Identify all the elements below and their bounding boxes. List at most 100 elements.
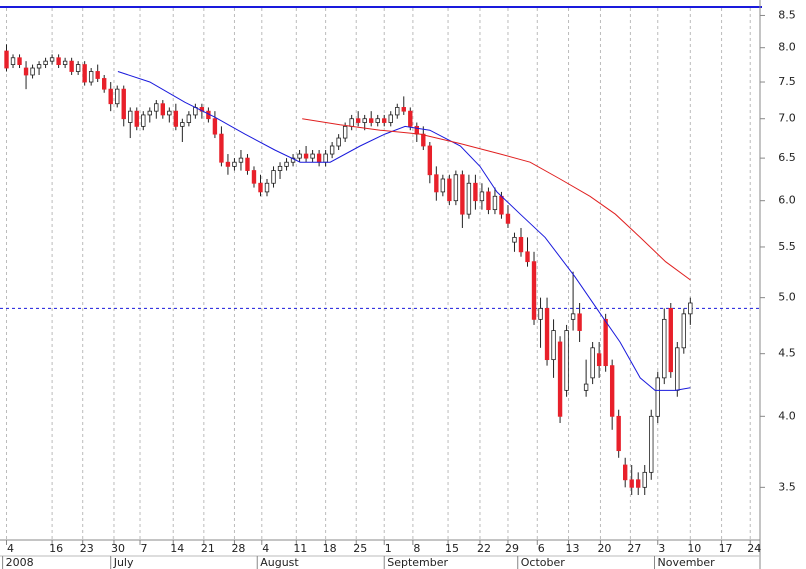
candle-body [316,153,322,163]
y-tick-label: 4.0 [778,409,796,422]
x-tick-label: 22 [477,542,491,555]
candle-body [154,103,159,112]
candle-body [303,153,309,159]
candle-body [655,377,660,417]
candle-body [173,110,179,127]
candle-body [10,57,16,65]
candle-body [629,479,634,488]
y-tick-label: 4.5 [778,347,796,360]
candle-body [251,170,257,184]
candle-body [538,307,543,320]
y-tick-label: 8.5 [778,8,796,21]
candle-body [115,88,120,105]
candle-body [512,236,517,243]
y-tick-label: 8.0 [778,41,796,54]
candle-body [147,110,152,116]
candle-body [505,213,511,224]
candle-body [590,347,595,379]
moving-average [117,71,691,391]
candle-body [141,114,146,127]
y-tick-label: 7.0 [778,112,796,125]
y-tick-label: 5.5 [778,240,796,253]
candle-body [577,313,582,331]
candle-body [623,464,628,481]
candle-body [310,153,315,159]
candle-body [609,365,615,417]
candle-body [369,118,374,123]
x-tick-label: 27 [627,542,641,555]
candle-body [453,174,459,202]
x-tick-label: 21 [201,542,215,555]
candle-body [271,170,276,184]
candle-body [551,330,556,361]
x-tick-label: 20 [597,542,611,555]
candle-body [121,88,126,120]
candle-body [447,178,452,202]
candle-body [434,174,439,193]
candle-body [596,353,602,367]
month-label: September [387,556,448,569]
x-tick-label: 30 [111,542,125,555]
x-tick-label: 29 [505,542,519,555]
candle-body [525,251,530,263]
candle-body [323,153,328,163]
candle-body [329,145,335,155]
candle-body [23,67,29,76]
candle-body [128,110,133,123]
candle-body [662,318,667,379]
x-tick-label: 23 [80,542,94,555]
x-tick-label: 15 [445,542,459,555]
x-tick-label: 25 [353,542,367,555]
candle-body [375,118,380,123]
x-tick-label: 28 [231,542,245,555]
candle-body [219,133,224,163]
candle-body [649,415,654,473]
x-tick-label: 16 [49,542,63,555]
y-tick-label: 6.5 [778,151,796,164]
candle-body [108,88,113,105]
candle-body [355,118,361,123]
candle-body [212,118,218,135]
candle-body [668,307,673,373]
x-tick-label: 24 [747,542,761,555]
candle-body [160,103,166,116]
candle-body [264,182,270,193]
candle-body [69,60,74,72]
candle-body [499,195,504,215]
candle-body [388,114,393,123]
candle-body [349,118,354,127]
x-tick-label: 1 [385,542,392,555]
candle-body [62,60,68,65]
candle-body [336,137,341,147]
month-label: August [260,556,299,569]
candle-body [616,415,621,452]
candle-body [342,125,348,139]
candle-body [186,114,192,123]
month-label: November [657,556,715,569]
candle-body [486,191,491,211]
candle-body [473,182,478,202]
candle-body [492,195,498,211]
candle-body [518,236,524,253]
month-label: July [113,556,134,569]
candle-body [245,157,250,171]
candle-body [88,71,94,83]
candle-body [75,64,81,72]
candle-body [675,347,680,391]
x-tick-label: 6 [538,542,545,555]
candle-body [43,60,48,65]
candle-body [681,313,686,349]
candle-body [427,145,433,176]
candle-body [583,383,589,391]
candle-body [531,261,537,320]
candle-body [36,64,42,69]
candle-body [408,110,413,127]
candle-body [134,110,139,127]
candle-body [479,191,485,202]
candle-body [4,50,9,69]
candle-body [277,165,283,171]
candle-body [570,313,576,320]
candle-body [297,153,302,159]
candle-body [30,67,35,76]
